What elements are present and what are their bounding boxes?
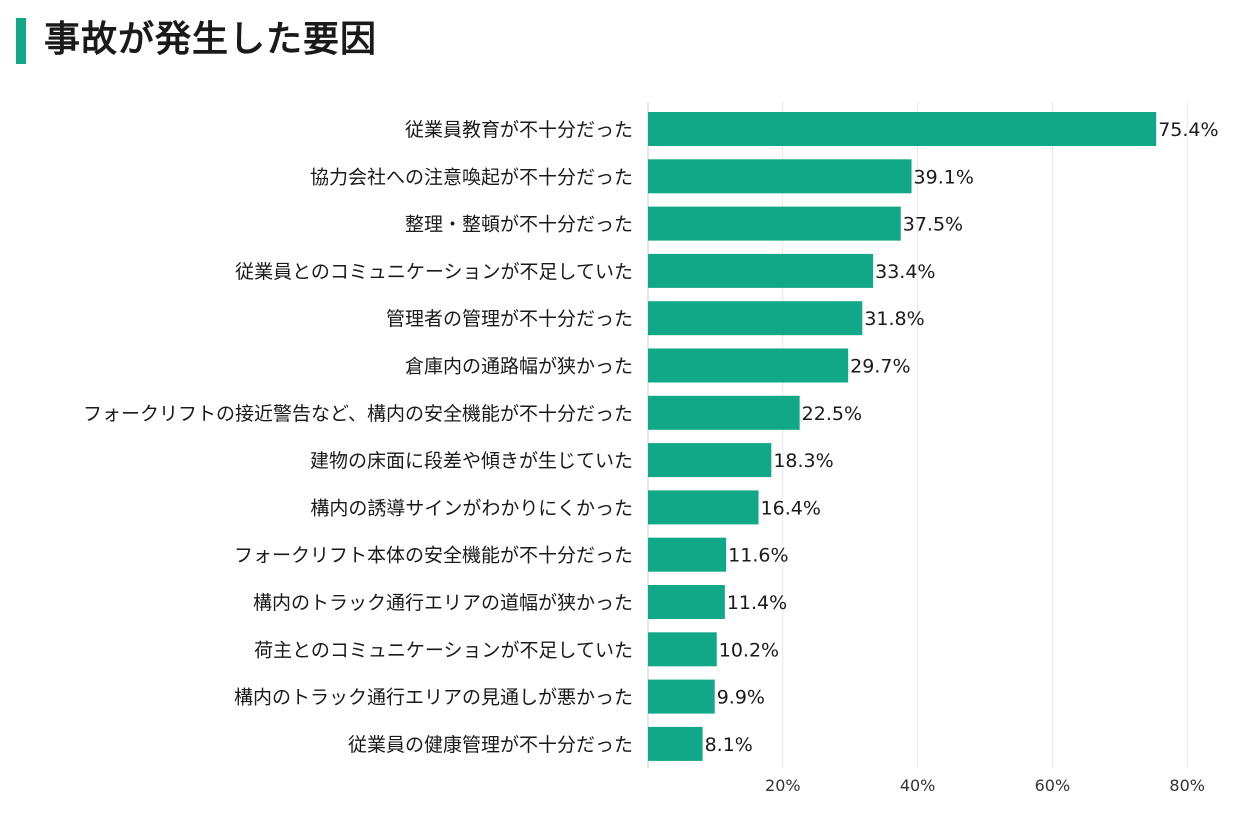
bar — [648, 679, 715, 714]
x-tick-label: 20% — [765, 776, 801, 795]
value-label: 29.7% — [850, 356, 910, 378]
bars — [648, 112, 1157, 761]
category-label: 従業員教育が不十分だった — [405, 119, 633, 141]
bar — [648, 253, 874, 288]
value-label: 11.4% — [727, 592, 787, 614]
bar — [648, 537, 727, 572]
category-label: 構内の誘導サインがわかりにくかった — [310, 497, 633, 519]
value-labels: 75.4% 39.1% 37.5% 33.4% 31.8% 29.7% 22.5% 18.3%… — [705, 119, 1219, 756]
value-label: 11.6% — [728, 545, 788, 567]
category-label: 荷主とのコミュニケーションが不足していた — [254, 639, 633, 661]
title-accent-bar — [16, 18, 26, 64]
category-label: 管理者の管理が不十分だった — [386, 308, 633, 330]
x-tick-label: 80% — [1169, 776, 1205, 795]
value-label: 16.4% — [761, 497, 821, 519]
bar — [648, 348, 849, 383]
value-label: 18.3% — [773, 450, 833, 472]
bar — [648, 206, 901, 241]
bar — [648, 585, 725, 619]
category-label: フォークリフトの接近警告など、構内の安全機能が不十分だった — [83, 403, 633, 425]
value-label: 39.1% — [914, 166, 974, 188]
grid-lines — [647, 102, 1188, 768]
category-label: 構内のトラック通行エリアの見通しが悪かった — [234, 687, 633, 709]
value-label: 37.5% — [903, 214, 963, 236]
x-tick-label: 60% — [1035, 776, 1071, 795]
category-label: 協力会社への注意喚起が不十分だった — [310, 166, 633, 188]
value-label: 9.9% — [717, 687, 765, 709]
category-label: 建物の床面に段差や傾きが生じていた — [310, 450, 633, 472]
x-tick-label: 40% — [900, 776, 936, 795]
value-label: 22.5% — [802, 403, 862, 425]
category-label: 構内のトラック通行エリアの道幅が狭かった — [253, 592, 633, 614]
category-label: 従業員とのコミュニケーションが不足していた — [235, 261, 633, 283]
value-label: 31.8% — [864, 308, 924, 330]
category-label: 従業員の健康管理が不十分だった — [348, 734, 633, 756]
bar — [648, 395, 800, 430]
category-label: フォークリフト本体の安全機能が不十分だった — [234, 545, 633, 567]
category-label: 倉庫内の通路幅が狭かった — [405, 356, 633, 378]
bar — [648, 632, 717, 667]
value-label: 33.4% — [875, 261, 935, 283]
bar — [648, 112, 1157, 146]
bar — [648, 443, 772, 478]
category-label: 整理・整頓が不十分だった — [405, 214, 633, 236]
bar — [648, 490, 759, 525]
bar — [648, 159, 912, 194]
value-label: 8.1% — [705, 734, 753, 756]
bar — [648, 726, 703, 761]
value-label: 10.2% — [719, 639, 779, 661]
bar — [648, 301, 863, 336]
category-labels: 従業員教育が不十分だった協力会社への注意喚起が不十分だった整理・整頓が不十分だっ… — [83, 119, 633, 756]
x-tick-labels: 20% 40% 60% 80% — [765, 776, 1205, 795]
value-label: 75.4% — [1158, 119, 1218, 141]
page-title: 事故が発生した要因 — [44, 19, 378, 60]
